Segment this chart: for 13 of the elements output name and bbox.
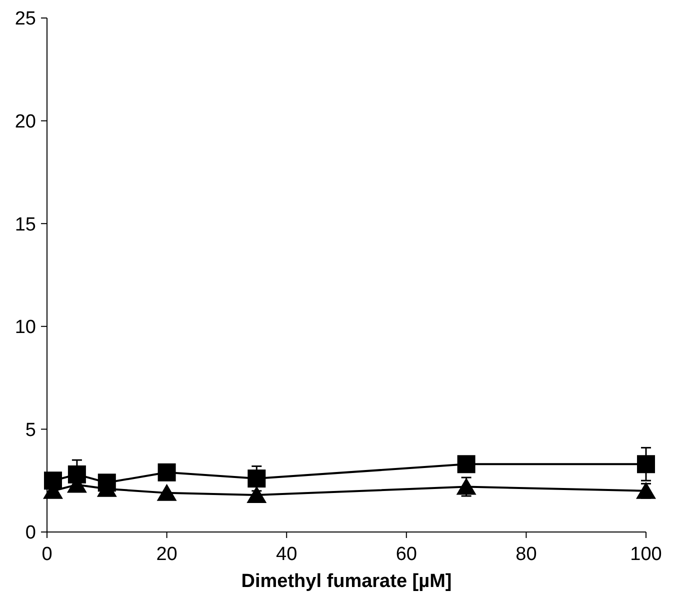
y-tick-label: 20 (14, 111, 36, 132)
x-tick-label: 0 (42, 544, 52, 565)
x-tick-label: 40 (276, 544, 298, 565)
y-tick-label: 15 (14, 214, 36, 236)
x-tick-label: 20 (156, 544, 178, 565)
x-tick-label: 60 (396, 544, 417, 565)
y-tick-label: 0 (25, 522, 36, 544)
x-tick-label: 100 (630, 544, 662, 565)
y-tick-label: 10 (14, 317, 36, 338)
x-axis-title: Dimethyl fumarate [µM] (241, 571, 452, 592)
x-tick-label: 80 (516, 544, 537, 565)
y-tick-label: 25 (14, 8, 36, 30)
y-tick-label: 5 (25, 420, 36, 441)
